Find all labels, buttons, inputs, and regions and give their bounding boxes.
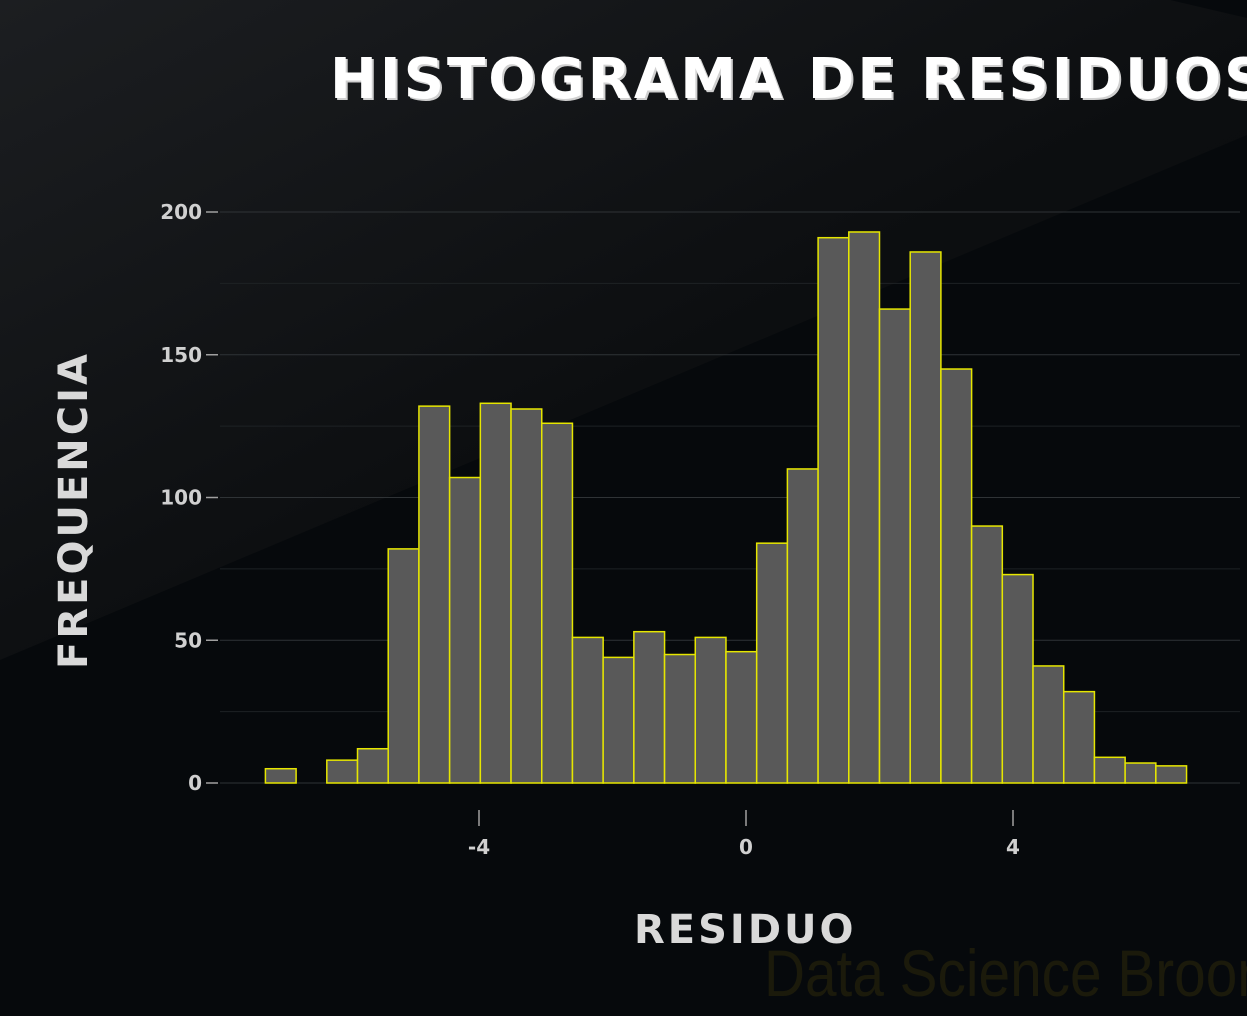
y-tick-label: 200 xyxy=(160,200,202,224)
histogram-bar xyxy=(1155,765,1188,784)
histogram-bar xyxy=(848,231,881,784)
histogram-bar xyxy=(1001,573,1034,784)
histogram-bar xyxy=(387,548,420,784)
histogram-bar xyxy=(479,402,512,784)
histogram-bar xyxy=(694,636,727,784)
histogram-bar xyxy=(264,767,297,784)
histogram-bar xyxy=(878,308,911,784)
histogram-bar xyxy=(1124,762,1157,784)
watermark: Data Science Broon xyxy=(764,936,1247,1010)
histogram-bar xyxy=(418,405,451,784)
histogram-bar xyxy=(755,542,789,784)
histogram-bar xyxy=(940,368,973,784)
histogram-bar xyxy=(909,251,942,784)
x-tick-label: 0 xyxy=(739,835,753,859)
y-tick-label: 50 xyxy=(174,628,202,652)
histogram-bar xyxy=(540,422,574,784)
histogram-bar xyxy=(817,236,850,784)
histogram-bar xyxy=(448,476,482,784)
histogram-bar xyxy=(786,468,819,784)
chart-title: HISTOGRAMA DE RESIDUOS xyxy=(330,47,1247,112)
histogram-bar xyxy=(1093,756,1126,784)
histogram-bar xyxy=(326,759,359,784)
x-tick-label: 4 xyxy=(1006,835,1020,859)
histogram-bar xyxy=(663,653,697,784)
histogram-bar xyxy=(970,525,1004,784)
y-axis-label: FREQUENCIA xyxy=(51,351,97,669)
y-tick-label: 100 xyxy=(160,486,202,510)
x-axis-label: RESIDUO xyxy=(634,907,857,953)
y-tick-label: 150 xyxy=(160,343,202,367)
histogram-bar xyxy=(725,650,758,784)
x-tick-label: -4 xyxy=(468,835,490,859)
histogram-bar xyxy=(602,656,635,784)
histogram-bar xyxy=(510,408,543,784)
histogram-bar xyxy=(1062,690,1096,784)
histogram-bar xyxy=(633,630,666,784)
histogram-bar xyxy=(1032,665,1065,784)
histogram-bar xyxy=(571,636,604,784)
histogram-bar xyxy=(356,747,389,784)
y-tick-label: 0 xyxy=(188,771,202,795)
